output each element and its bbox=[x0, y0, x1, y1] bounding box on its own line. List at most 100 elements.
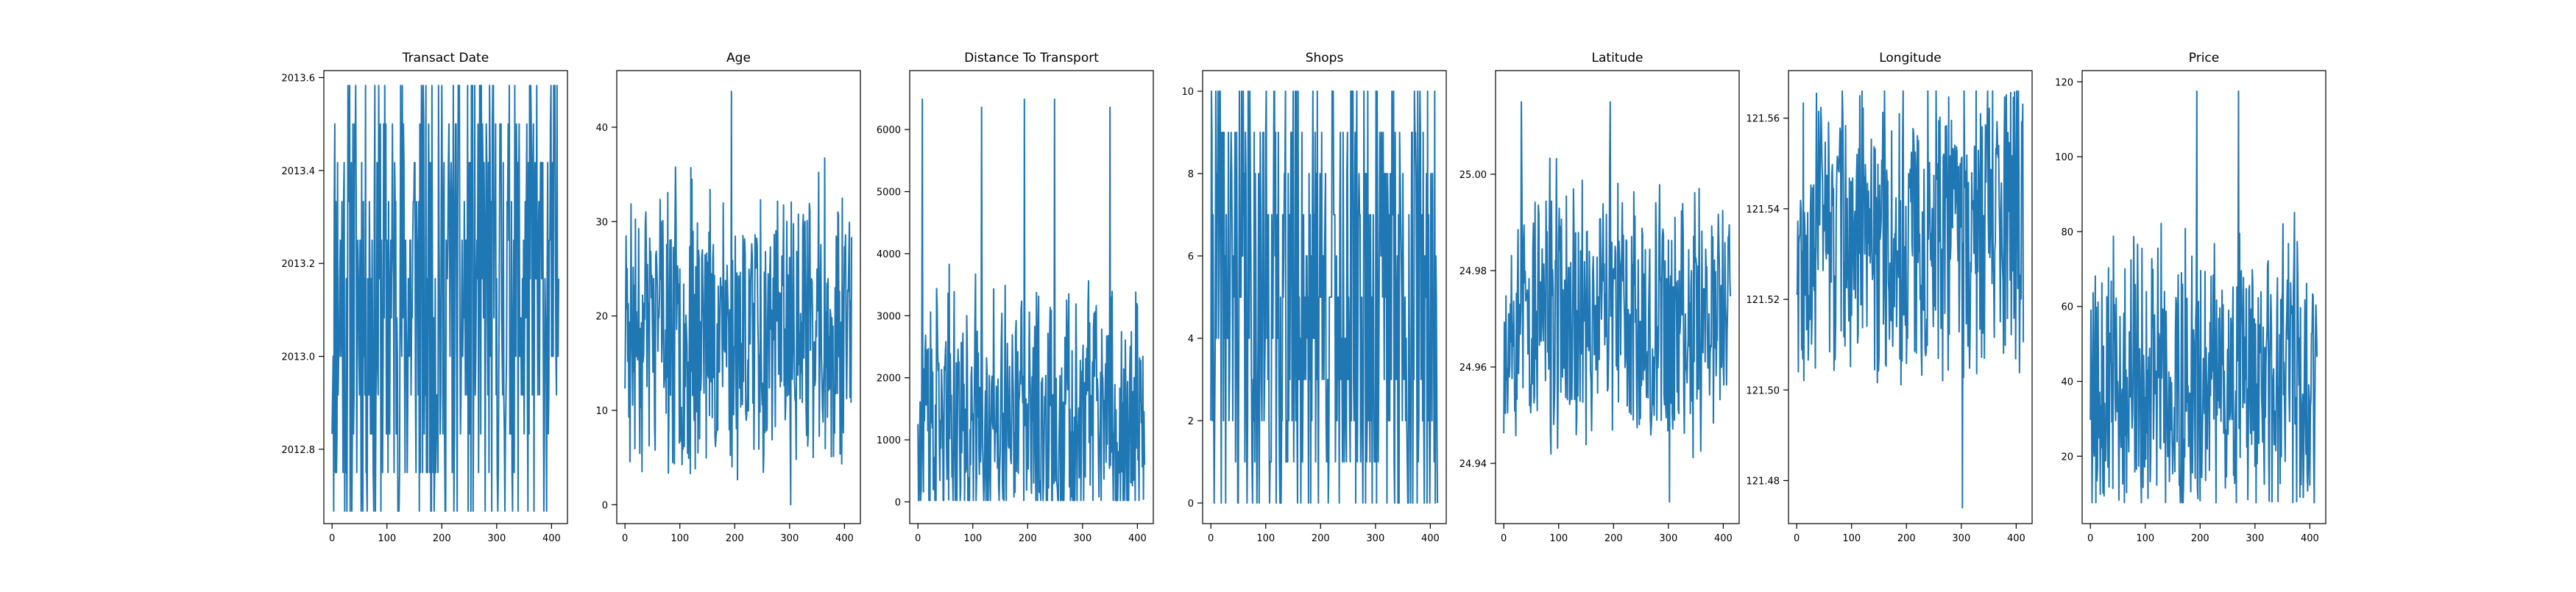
series-line-1-0 bbox=[624, 90, 853, 506]
plot-frame-1 bbox=[616, 70, 861, 524]
x-tick-label-5-0: 0 bbox=[1794, 533, 1800, 544]
y-tick-label-6-2: 60 bbox=[2061, 302, 2073, 313]
x-tick-label-1-2: 200 bbox=[726, 533, 744, 544]
series-line-0-0 bbox=[331, 85, 560, 512]
x-tick-label-4-3: 300 bbox=[1659, 533, 1677, 544]
x-tick-label-4-0: 0 bbox=[1501, 533, 1507, 544]
x-tick-label-3-3: 300 bbox=[1366, 533, 1384, 544]
x-tick-label-4-4: 400 bbox=[1714, 533, 1733, 544]
plot-frame-0 bbox=[323, 70, 568, 524]
y-tick-label-3-1: 2 bbox=[1188, 416, 1194, 427]
x-tick-label-3-4: 400 bbox=[1421, 533, 1440, 544]
x-tick-label-4-1: 100 bbox=[1549, 533, 1568, 544]
y-tick-label-3-2: 4 bbox=[1188, 334, 1194, 345]
y-tick-label-1-0: 0 bbox=[602, 500, 608, 511]
x-tick-label-0-3: 300 bbox=[487, 533, 506, 544]
y-tick-label-4-3: 25.00 bbox=[1459, 170, 1487, 181]
y-tick-label-1-4: 40 bbox=[595, 123, 608, 134]
y-tick-label-2-2: 2000 bbox=[877, 374, 901, 385]
series-line-2-0 bbox=[917, 98, 1146, 502]
x-tick-label-3-0: 0 bbox=[1208, 533, 1214, 544]
chart-title-4: Latitude bbox=[1592, 51, 1643, 65]
x-tick-label-1-3: 300 bbox=[780, 533, 799, 544]
subplot-1: Age 0 100 200 300 400 0 10 20 30 40 bbox=[595, 51, 861, 544]
plot-frame-5 bbox=[1788, 70, 2033, 524]
y-tick-label-2-5: 5000 bbox=[877, 188, 901, 199]
y-tick-label-0-0: 2012.8 bbox=[282, 445, 316, 456]
x-tick-label-2-4: 400 bbox=[1128, 533, 1147, 544]
plot-frame-2 bbox=[909, 70, 1154, 524]
subplot-4: Latitude 0 100 200 300 400 24.94 24.96 24.98 25.0… bbox=[1459, 51, 1740, 544]
x-tick-label-1-4: 400 bbox=[835, 533, 854, 544]
y-tick-label-1-2: 20 bbox=[595, 312, 608, 323]
y-tick-label-1-3: 30 bbox=[595, 217, 608, 228]
x-tick-label-6-3: 300 bbox=[2246, 533, 2264, 544]
y-tick-label-4-1: 24.96 bbox=[1459, 363, 1487, 374]
plot-frame-3 bbox=[1202, 70, 1447, 524]
y-tick-label-2-4: 4000 bbox=[877, 249, 901, 260]
chart-title-1: Age bbox=[726, 51, 751, 65]
x-tick-label-5-4: 400 bbox=[2007, 533, 2025, 544]
chart-title-2: Distance To Transport bbox=[964, 51, 1099, 65]
y-tick-label-6-0: 20 bbox=[2061, 452, 2073, 463]
series-line-5-0 bbox=[1796, 90, 2025, 509]
y-tick-label-4-0: 24.94 bbox=[1459, 459, 1487, 470]
series-line-3-0 bbox=[1210, 90, 1439, 504]
x-tick-label-5-3: 300 bbox=[1952, 533, 1970, 544]
y-tick-label-3-3: 6 bbox=[1188, 252, 1194, 263]
y-tick-label-2-0: 0 bbox=[895, 497, 901, 508]
series-line-4-0 bbox=[1503, 101, 1732, 503]
x-tick-label-2-3: 300 bbox=[1073, 533, 1091, 544]
x-tick-label-0-4: 400 bbox=[542, 533, 561, 544]
series-line-6-0 bbox=[2090, 90, 2318, 504]
y-tick-label-4-2: 24.98 bbox=[1459, 266, 1487, 277]
x-tick-label-4-2: 200 bbox=[1604, 533, 1623, 544]
y-tick-label-5-3: 121.54 bbox=[1747, 204, 1780, 215]
y-tick-label-0-1: 2013.0 bbox=[282, 352, 316, 363]
chart-title-5: Longitude bbox=[1879, 51, 1942, 65]
x-tick-label-0-2: 200 bbox=[433, 533, 451, 544]
y-tick-label-0-2: 2013.2 bbox=[282, 259, 316, 270]
y-tick-label-0-3: 2013.4 bbox=[282, 166, 316, 177]
chart-title-6: Price bbox=[2189, 51, 2219, 65]
y-tick-label-5-1: 121.50 bbox=[1747, 385, 1780, 396]
y-tick-label-2-3: 3000 bbox=[877, 311, 901, 322]
subplot-0: Transact Date 0 100 200 300 400 2012.8 2013.0 20… bbox=[282, 51, 568, 544]
x-tick-label-1-0: 0 bbox=[622, 533, 628, 544]
y-tick-label-5-4: 121.56 bbox=[1747, 114, 1780, 125]
y-tick-label-5-2: 121.52 bbox=[1747, 295, 1780, 306]
plot-frame-4 bbox=[1495, 70, 1740, 524]
y-tick-label-3-5: 10 bbox=[1181, 87, 1194, 98]
x-tick-label-2-1: 100 bbox=[963, 533, 982, 544]
subplot-6: Price 0 100 200 300 400 20 40 60 80 100 120 bbox=[2055, 51, 2326, 544]
x-tick-label-6-2: 200 bbox=[2191, 533, 2209, 544]
x-tick-label-0-1: 100 bbox=[378, 533, 396, 544]
y-tick-label-6-3: 80 bbox=[2061, 227, 2073, 238]
y-tick-label-1-1: 10 bbox=[595, 406, 608, 417]
y-tick-label-0-4: 2013.6 bbox=[282, 73, 316, 84]
y-tick-label-2-1: 1000 bbox=[877, 435, 901, 446]
x-tick-label-6-0: 0 bbox=[2087, 533, 2093, 544]
x-tick-label-2-2: 200 bbox=[1019, 533, 1037, 544]
subplot-5: Longitude 0 100 200 300 400 121.48 121.50 121.52… bbox=[1747, 51, 2033, 544]
x-tick-label-1-1: 100 bbox=[670, 533, 689, 544]
x-tick-label-2-0: 0 bbox=[915, 533, 921, 544]
y-tick-label-3-0: 0 bbox=[1188, 499, 1194, 510]
y-tick-label-5-0: 121.48 bbox=[1747, 476, 1780, 487]
plot-frame-6 bbox=[2081, 70, 2326, 524]
y-tick-label-6-4: 100 bbox=[2055, 152, 2073, 163]
x-tick-label-6-4: 400 bbox=[2301, 533, 2319, 544]
x-tick-label-3-1: 100 bbox=[1256, 533, 1275, 544]
x-tick-label-5-1: 100 bbox=[1842, 533, 1861, 544]
x-tick-label-6-1: 100 bbox=[2136, 533, 2154, 544]
subplot-3: Shops 0 100 200 300 400 0 2 4 6 8 10 bbox=[1181, 51, 1447, 544]
y-tick-label-2-6: 6000 bbox=[877, 125, 901, 136]
y-tick-label-6-1: 40 bbox=[2061, 377, 2073, 388]
y-tick-label-6-5: 120 bbox=[2055, 77, 2073, 88]
x-tick-label-0-0: 0 bbox=[329, 533, 335, 544]
x-tick-label-3-2: 200 bbox=[1312, 533, 1330, 544]
